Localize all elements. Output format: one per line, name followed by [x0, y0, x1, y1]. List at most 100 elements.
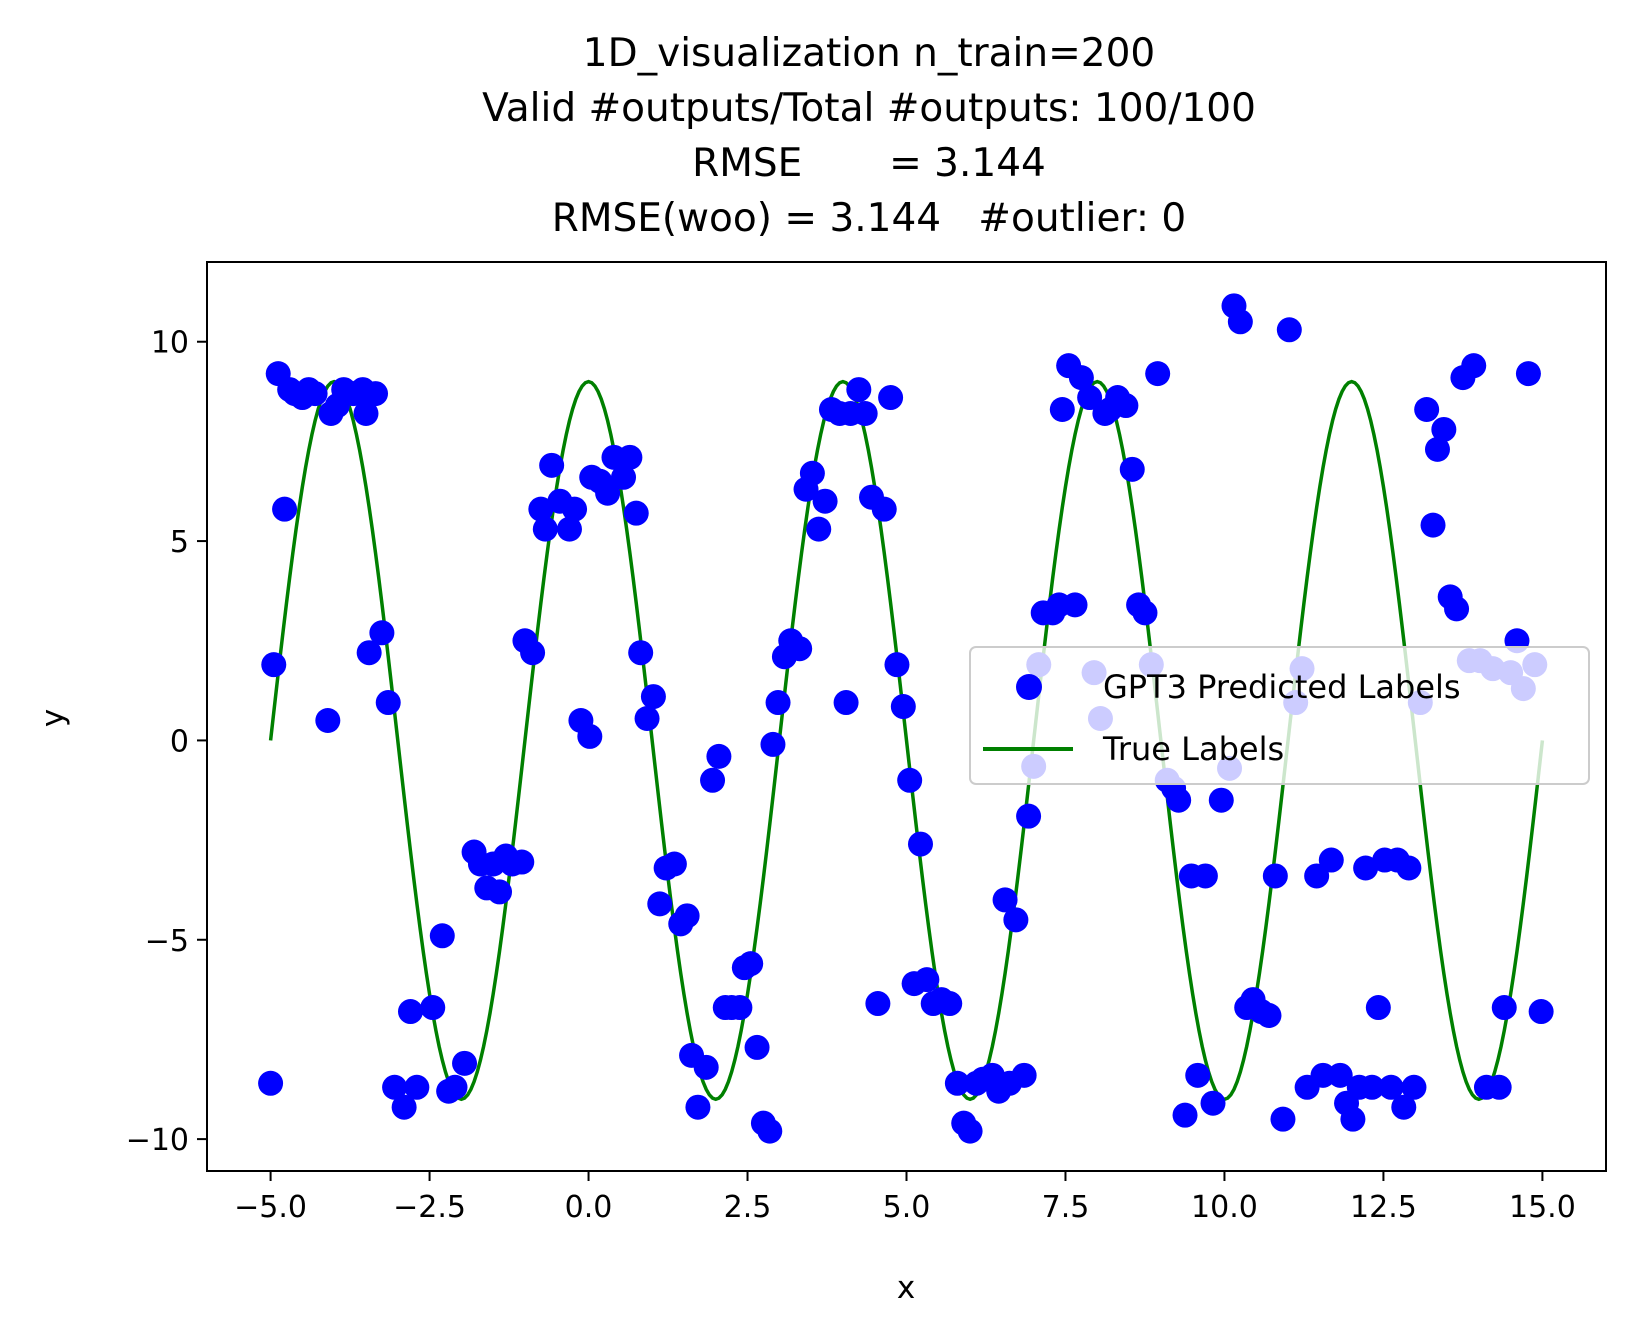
predicted-point [420, 995, 446, 1021]
predicted-point [363, 381, 389, 407]
x-axis-label: x [897, 1270, 915, 1306]
predicted-point [634, 705, 660, 731]
predicted-point [700, 767, 726, 793]
predicted-point [992, 887, 1018, 913]
predicted-point [1353, 855, 1379, 881]
predicted-point [1185, 1062, 1211, 1088]
y-axis-ticks: −10 −5 0 5 10 [126, 326, 207, 1158]
predicted-point [1132, 600, 1158, 626]
predicted-point [661, 851, 687, 877]
predicted-point [1396, 855, 1422, 881]
legend-label-predicted: GPT3 Predicted Labels [1103, 668, 1461, 706]
predicted-point [907, 831, 933, 857]
predicted-point [706, 743, 732, 769]
legend-label-true: True Labels [1102, 730, 1284, 768]
title-line-2: Valid #outputs/Total #outputs: 100/100 [482, 86, 1256, 131]
true-labels-line-layer [268, 379, 1545, 1102]
predicted-point [356, 640, 382, 666]
predicted-point [1113, 393, 1139, 419]
predicted-point [1062, 592, 1088, 618]
predicted-point [539, 452, 565, 478]
predicted-point [1391, 1094, 1417, 1120]
predicted-point [799, 460, 825, 486]
predicted-point [685, 1094, 711, 1120]
predicted-point [914, 967, 940, 993]
predicted-point [577, 723, 603, 749]
predicted-point [1528, 999, 1554, 1025]
predicted-point [890, 694, 916, 720]
y-tick-label: 0 [170, 724, 189, 759]
predicted-point [261, 652, 287, 678]
predicted-point [1166, 787, 1192, 813]
predicted-point [258, 1070, 284, 1096]
predicted-point [562, 496, 588, 522]
predicted-point [1340, 1106, 1366, 1132]
y-axis-label: y [35, 709, 71, 727]
y-tick-label: 5 [170, 525, 189, 560]
predicted-point [404, 1074, 430, 1100]
predicted-point [442, 1074, 468, 1100]
predicted-point [556, 516, 582, 542]
x-axis-ticks: −5.0 −2.5 0.0 2.5 5.0 7.5 10.0 12.5 15.0 [234, 1171, 1576, 1225]
predicted-point [757, 1118, 783, 1144]
legend: GPT3 Predicted Labels True Labels [969, 646, 1590, 785]
x-tick-label: 7.5 [1042, 1190, 1090, 1225]
predicted-point [1270, 1106, 1296, 1132]
x-tick-label: 12.5 [1350, 1190, 1417, 1225]
predicted-point [884, 652, 910, 678]
predicted-point [617, 444, 643, 470]
predicted-point [787, 636, 813, 662]
predicted-point [1119, 456, 1145, 482]
predicted-point [375, 690, 401, 716]
predicted-point [760, 731, 786, 757]
predicted-point [1431, 416, 1457, 442]
predicted-point [509, 849, 535, 875]
predicted-point [611, 464, 637, 490]
predicted-point [520, 640, 546, 666]
x-tick-label: 15.0 [1509, 1190, 1576, 1225]
predicted-point [1461, 353, 1487, 379]
y-tick-label: 10 [151, 326, 189, 361]
predicted-point [744, 1034, 770, 1060]
predicted-point [727, 995, 753, 1021]
predicted-point [1414, 397, 1440, 423]
predicted-point [1192, 863, 1218, 889]
predicted-point [1310, 1062, 1336, 1088]
predicted-point [623, 500, 649, 526]
predicted-point [846, 377, 872, 403]
predicted-point [937, 991, 963, 1017]
predicted-point [1068, 365, 1094, 391]
predicted-point [1378, 1074, 1404, 1100]
predicted-point [353, 401, 379, 426]
x-tick-label: −5.0 [234, 1190, 307, 1225]
predicted-point [1304, 863, 1330, 889]
predicted-point [487, 879, 513, 905]
predicted-point [1515, 361, 1541, 387]
predicted-point [1359, 1074, 1385, 1100]
predicted-point [640, 684, 666, 710]
predicted-point [865, 991, 891, 1017]
predicted-point [382, 1074, 408, 1100]
x-tick-label: 5.0 [883, 1190, 931, 1225]
y-tick-label: −10 [126, 1123, 189, 1158]
predicted-point [1049, 397, 1075, 423]
predicted-point [595, 480, 621, 506]
predicted-point [397, 999, 423, 1025]
predicted-point [647, 891, 673, 917]
predicted-point [944, 1070, 970, 1096]
predicted-point [272, 496, 298, 522]
predicted-point [806, 516, 832, 542]
predicted-point [1262, 863, 1288, 889]
predicted-point [1365, 995, 1391, 1021]
predicted-point [897, 767, 923, 793]
predicted-point [1276, 317, 1302, 343]
predicted-point [852, 401, 878, 426]
predicted-point [765, 690, 791, 716]
predicted-point [369, 620, 395, 646]
legend-marker-predicted [1016, 674, 1042, 700]
title-line-1: 1D_visualization n_train=200 [583, 31, 1155, 76]
predicted-point [532, 516, 558, 542]
predicted-point [812, 488, 838, 514]
predicted-point [1077, 385, 1103, 411]
